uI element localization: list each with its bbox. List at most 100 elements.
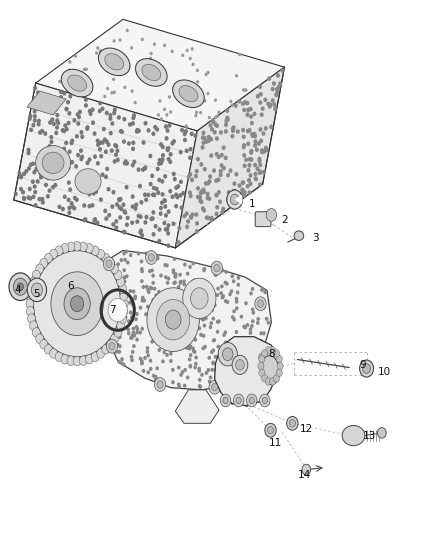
Circle shape (229, 391, 231, 393)
Circle shape (174, 312, 176, 314)
Circle shape (58, 205, 61, 208)
Circle shape (201, 207, 204, 210)
Circle shape (158, 297, 160, 300)
Circle shape (57, 337, 58, 340)
Circle shape (156, 367, 158, 370)
Circle shape (205, 312, 208, 315)
Circle shape (148, 60, 150, 62)
Circle shape (242, 181, 244, 184)
Circle shape (175, 205, 177, 208)
Circle shape (226, 301, 229, 303)
Circle shape (68, 206, 71, 209)
Circle shape (113, 78, 114, 80)
Circle shape (71, 139, 74, 142)
Circle shape (224, 375, 226, 377)
Circle shape (196, 222, 198, 225)
Circle shape (263, 373, 265, 375)
Circle shape (188, 347, 191, 350)
Circle shape (56, 119, 59, 122)
Circle shape (51, 272, 103, 336)
Circle shape (245, 395, 247, 398)
Circle shape (30, 321, 38, 330)
Circle shape (155, 306, 157, 308)
Circle shape (173, 312, 176, 315)
Circle shape (118, 63, 120, 66)
Circle shape (152, 375, 155, 377)
Circle shape (78, 116, 80, 118)
Circle shape (27, 148, 30, 151)
Circle shape (212, 119, 214, 123)
Circle shape (75, 303, 77, 305)
Circle shape (207, 71, 209, 74)
Circle shape (200, 334, 202, 336)
Circle shape (215, 356, 217, 358)
Circle shape (252, 308, 254, 311)
Circle shape (266, 381, 268, 383)
Circle shape (119, 284, 127, 294)
Circle shape (217, 320, 219, 323)
Circle shape (225, 300, 227, 302)
Circle shape (162, 146, 164, 149)
Circle shape (141, 362, 143, 365)
Circle shape (244, 391, 246, 393)
Circle shape (89, 112, 92, 115)
Circle shape (277, 74, 279, 77)
Circle shape (80, 131, 83, 134)
Circle shape (262, 345, 265, 348)
Circle shape (73, 207, 76, 210)
Circle shape (106, 305, 109, 308)
Circle shape (133, 334, 135, 337)
Circle shape (73, 270, 75, 272)
Circle shape (63, 153, 65, 156)
Circle shape (230, 349, 231, 351)
Circle shape (232, 129, 234, 132)
Circle shape (99, 198, 102, 201)
Circle shape (44, 174, 47, 177)
Circle shape (67, 356, 75, 366)
Circle shape (191, 288, 208, 309)
Circle shape (99, 323, 101, 325)
Circle shape (255, 354, 257, 357)
Circle shape (219, 131, 222, 134)
Circle shape (67, 198, 70, 201)
Circle shape (118, 312, 120, 315)
Circle shape (360, 360, 374, 377)
Circle shape (242, 128, 244, 132)
Circle shape (120, 306, 128, 316)
Circle shape (184, 327, 186, 329)
Circle shape (105, 175, 107, 179)
Circle shape (74, 329, 75, 331)
Circle shape (237, 353, 240, 356)
Circle shape (132, 332, 134, 334)
Circle shape (195, 169, 198, 173)
Text: 13: 13 (363, 431, 376, 441)
Circle shape (258, 397, 260, 399)
Circle shape (113, 160, 116, 163)
Circle shape (215, 99, 216, 101)
Circle shape (263, 388, 265, 390)
Circle shape (143, 299, 145, 302)
Circle shape (219, 378, 220, 380)
Circle shape (37, 123, 40, 126)
Circle shape (166, 114, 168, 116)
Circle shape (39, 131, 41, 134)
Circle shape (107, 311, 109, 313)
Circle shape (186, 225, 188, 228)
Circle shape (138, 252, 140, 255)
Circle shape (186, 50, 188, 52)
Circle shape (101, 173, 104, 176)
Circle shape (156, 300, 190, 340)
Circle shape (144, 193, 146, 196)
Circle shape (152, 187, 155, 190)
Circle shape (39, 172, 42, 175)
Circle shape (159, 158, 161, 161)
Circle shape (22, 191, 25, 194)
Circle shape (223, 392, 225, 394)
Circle shape (215, 124, 218, 127)
Circle shape (221, 373, 223, 375)
Circle shape (127, 261, 129, 264)
Circle shape (181, 371, 184, 374)
Circle shape (265, 344, 267, 346)
Circle shape (69, 188, 71, 191)
Circle shape (45, 335, 47, 337)
